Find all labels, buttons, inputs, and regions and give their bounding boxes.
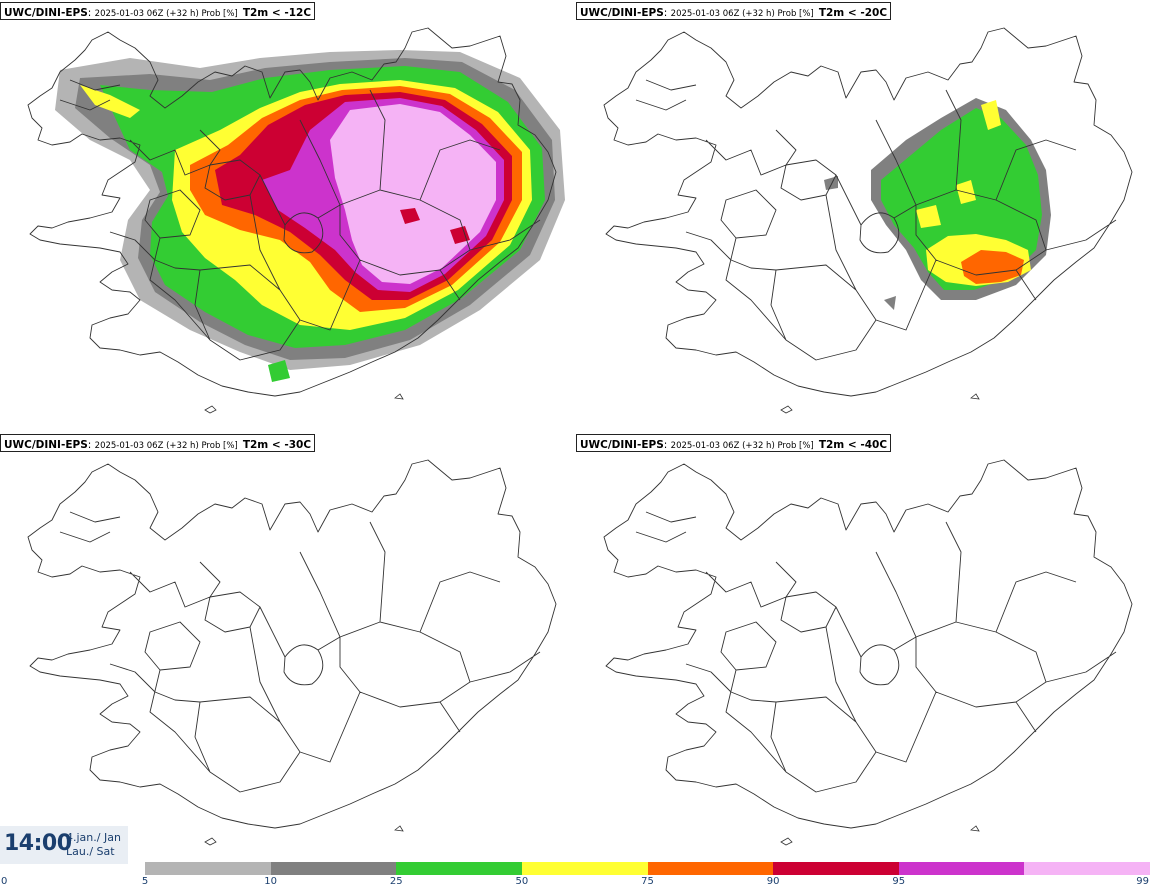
panel-title: UWC/DINI-EPS: 2025-01-03 06Z (+32 h) Pro… [576,2,892,20]
run-info-label: 2025-01-03 06Z (+32 h) Prob [%] [94,441,238,451]
model-source-label: UWC/DINI-EPS [580,7,664,19]
variable-label: T2m < -30C [242,439,312,451]
title-separator: : [663,439,671,451]
valid-date-line-1: 4.jan./ Jan [66,831,121,844]
title-separator: : [87,7,95,19]
map-panel-t2m-12c: UWC/DINI-EPS: 2025-01-03 06Z (+32 h) Pro… [0,0,575,430]
colorbar-tick-label: 5 [141,876,149,887]
run-info-label: 2025-01-03 06Z (+32 h) Prob [%] [670,9,814,19]
colorbar-tick-label: 90 [766,876,780,887]
colorbar-segment [145,862,272,875]
panel-title: UWC/DINI-EPS: 2025-01-03 06Z (+32 h) Pro… [576,434,892,452]
colorbar-tick-label: 75 [641,876,654,887]
colorbar-tick-labels: 0 5 10 25 50 75 90 95 99 [0,876,1150,890]
colorbar-segment [270,862,397,875]
variable-label: T2m < -12C [242,7,312,19]
panel-title: UWC/DINI-EPS: 2025-01-03 06Z (+32 h) Pro… [0,2,316,20]
variable-label: T2m < -40C [818,439,888,451]
colorbar-tick-label: 25 [389,876,403,887]
panel-title: UWC/DINI-EPS: 2025-01-03 06Z (+32 h) Pro… [0,434,316,452]
colorbar-tick-label: 10 [264,876,277,887]
colorbar-tick-label: 0 [1,876,8,887]
run-info-label: 2025-01-03 06Z (+32 h) Prob [%] [670,441,814,451]
colorbar-tick-label: 50 [515,876,529,887]
colorbar-segment [1024,862,1150,875]
title-separator: : [663,7,671,19]
colorbar-tick-label: 99 [1136,876,1149,887]
probability-map-t2m-30c [27,459,557,846]
map-panel-t2m-30c: UWC/DINI-EPS: 2025-01-03 06Z (+32 h) Pro… [0,432,575,862]
valid-date: 4.jan./ Jan Lau./ Sat [66,831,121,859]
probability-field [55,50,565,382]
colorbar-segment [898,862,1025,875]
colorbar-segment [396,862,523,875]
colorbar-segment [521,862,648,875]
map-panel-t2m-20c: UWC/DINI-EPS: 2025-01-03 06Z (+32 h) Pro… [576,0,1150,430]
probability-map-t2m-12c [27,27,565,414]
probability-colorbar [145,862,1150,875]
probability-field [824,98,1051,310]
model-source-label: UWC/DINI-EPS [4,439,88,451]
valid-time-box: 14:00 4.jan./ Jan Lau./ Sat [0,826,128,864]
model-source-label: UWC/DINI-EPS [4,7,88,19]
probability-map-t2m-40c [603,459,1133,846]
valid-date-line-2: Lau./ Sat [66,845,115,858]
run-info-label: 2025-01-03 06Z (+32 h) Prob [%] [94,9,238,19]
title-separator: : [87,439,95,451]
colorbar-segment [773,862,900,875]
map-panel-t2m-40c: UWC/DINI-EPS: 2025-01-03 06Z (+32 h) Pro… [576,432,1150,862]
variable-label: T2m < -20C [818,7,888,19]
colorbar-tick-label: 95 [892,876,906,887]
valid-time: 14:00 [4,831,72,856]
colorbar-segment [647,862,774,875]
probability-map-t2m-20c [603,27,1133,414]
model-source-label: UWC/DINI-EPS [580,439,664,451]
